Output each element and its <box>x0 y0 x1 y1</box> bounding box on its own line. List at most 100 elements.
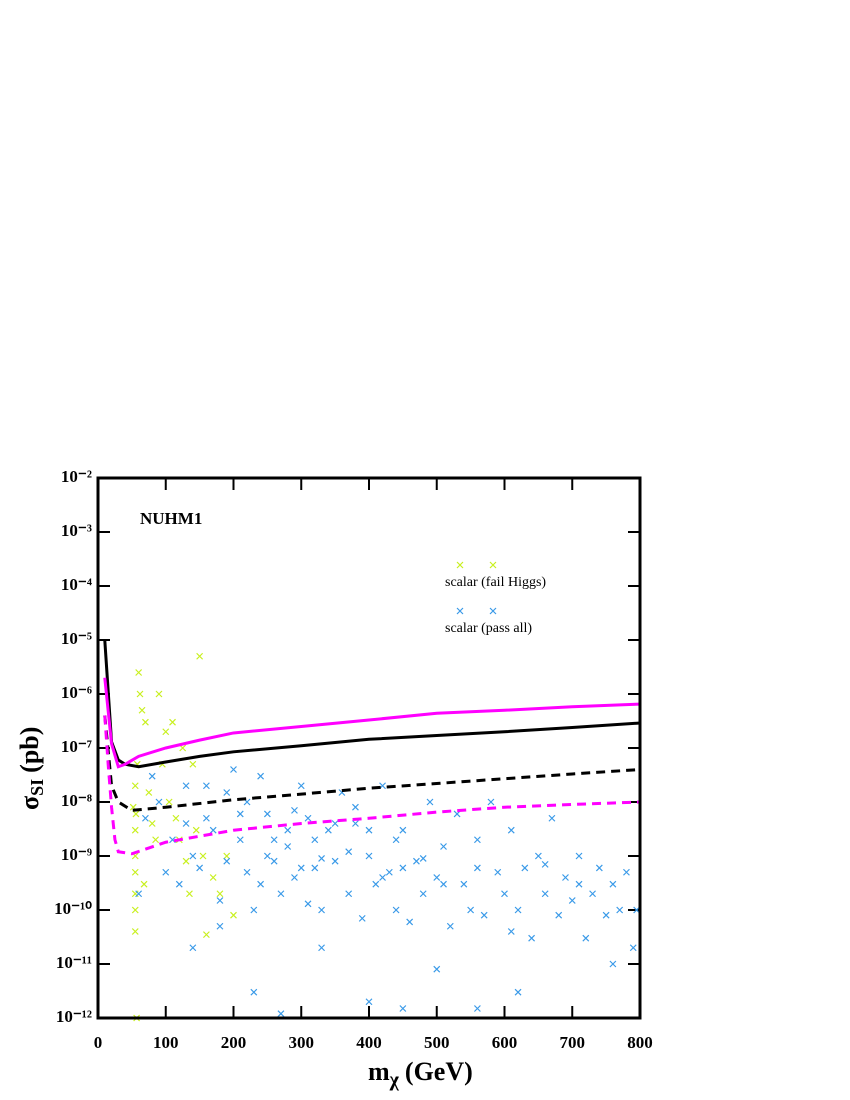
point <box>291 874 298 881</box>
point <box>216 890 224 898</box>
point <box>277 1010 285 1018</box>
point <box>589 890 596 898</box>
point <box>297 782 305 790</box>
point <box>216 897 224 904</box>
curve <box>103 715 640 856</box>
annotation: NUHM1 <box>140 509 202 528</box>
point <box>460 880 468 888</box>
y-tick-label: 10⁻³ <box>61 521 92 540</box>
point <box>473 836 481 844</box>
point <box>480 911 488 919</box>
x-tick-label: 200 <box>221 1033 247 1052</box>
point <box>345 890 353 898</box>
point <box>582 934 590 942</box>
x-label-subscript: χ <box>389 1069 400 1091</box>
point <box>148 772 156 780</box>
point <box>132 810 140 818</box>
point <box>392 836 400 844</box>
x-tick-label: 300 <box>289 1033 315 1052</box>
point <box>609 880 617 888</box>
point <box>291 806 298 814</box>
x-label-symbol: m <box>368 1057 390 1086</box>
point <box>297 864 305 872</box>
y-tick-label: 10⁻¹¹ <box>56 953 92 972</box>
point <box>223 857 231 865</box>
x-tick-label: 700 <box>560 1033 586 1052</box>
point <box>385 868 393 876</box>
point <box>541 890 549 898</box>
point <box>494 868 502 876</box>
point <box>399 1005 407 1012</box>
point <box>199 852 207 860</box>
curve <box>103 715 640 812</box>
point <box>352 820 359 827</box>
point <box>311 836 319 844</box>
point <box>304 900 312 908</box>
point <box>142 718 149 726</box>
point <box>270 857 278 865</box>
point <box>473 864 481 872</box>
point <box>169 718 176 726</box>
x-tick-label: 500 <box>424 1033 450 1052</box>
point <box>182 857 190 865</box>
x-tick-label: 400 <box>356 1033 382 1052</box>
point <box>514 906 522 914</box>
point <box>324 826 332 834</box>
point <box>426 798 434 806</box>
point <box>131 826 139 834</box>
point <box>131 906 139 914</box>
point <box>182 782 190 790</box>
point <box>277 890 285 898</box>
point <box>406 918 414 926</box>
point <box>155 798 163 806</box>
point <box>284 843 292 850</box>
point <box>202 782 210 790</box>
point <box>372 880 380 888</box>
point <box>609 960 617 968</box>
point <box>399 864 407 872</box>
point <box>419 890 427 898</box>
point <box>575 852 583 860</box>
x-tick-label: 0 <box>94 1033 103 1052</box>
point <box>162 868 170 876</box>
point <box>263 810 271 818</box>
legend-marker <box>456 607 497 615</box>
point <box>352 803 359 811</box>
point <box>202 814 210 822</box>
legend-marker <box>456 561 497 569</box>
point <box>541 860 549 868</box>
point <box>392 906 400 914</box>
point <box>186 890 193 898</box>
point <box>433 874 441 881</box>
point <box>548 814 556 822</box>
x-tick-label: 600 <box>492 1033 518 1052</box>
y-axis-label: σSI (pb) <box>15 727 47 810</box>
point <box>230 766 237 773</box>
point <box>555 911 563 919</box>
point <box>365 826 373 834</box>
y-tick-label: 10⁻¹² <box>56 1007 92 1026</box>
point <box>131 928 139 935</box>
point <box>440 843 447 850</box>
point <box>433 965 441 973</box>
point <box>223 852 231 860</box>
point <box>487 798 495 806</box>
point <box>501 890 508 898</box>
point <box>216 922 224 930</box>
point <box>365 998 373 1006</box>
point <box>318 906 325 914</box>
y-label-unit: (pb) <box>15 727 44 773</box>
x-label-unit: (GeV) <box>405 1057 473 1086</box>
point <box>331 820 339 827</box>
point <box>507 826 515 834</box>
point <box>521 864 529 872</box>
point <box>602 911 610 919</box>
point <box>257 880 265 888</box>
point <box>236 836 244 844</box>
point <box>189 760 197 768</box>
legend-label: scalar (fail Higgs) <box>445 575 546 590</box>
point <box>152 836 160 844</box>
point <box>365 852 373 860</box>
point <box>562 874 569 881</box>
y-tick-label: 10⁻⁹ <box>61 845 92 864</box>
